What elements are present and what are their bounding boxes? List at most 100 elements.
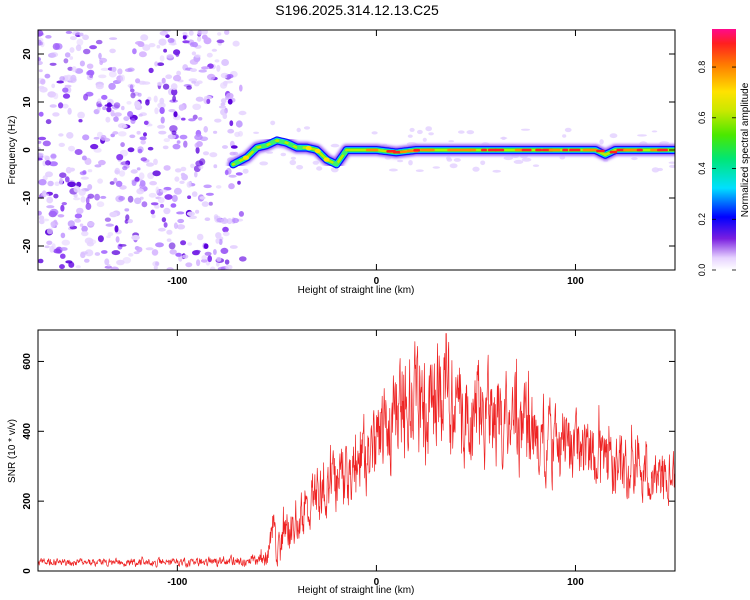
noise-blob [199, 196, 206, 200]
noise-blob [40, 78, 46, 85]
noise-blob [74, 68, 84, 74]
noise-blob [58, 133, 64, 137]
noise-blob [46, 227, 54, 235]
noise-blob [167, 37, 175, 44]
noise-blob [73, 197, 81, 201]
ridge-halo [280, 152, 287, 157]
noise-blob [147, 146, 154, 151]
noise-blob [97, 98, 102, 103]
noise-blob [58, 142, 65, 147]
ridge-halo [599, 139, 604, 145]
noise-blob [104, 217, 111, 222]
noise-blob [142, 44, 151, 51]
snr-y-tick-label: 400 [22, 423, 33, 440]
ridge-halo [417, 129, 423, 135]
noise-blob [142, 81, 151, 85]
noise-blob [159, 97, 165, 105]
noise-blob [124, 208, 130, 212]
noise-blob [65, 30, 73, 34]
snr-x-tick-label: 0 [374, 577, 380, 588]
noise-blob [40, 193, 50, 197]
snr-series-line [38, 333, 675, 568]
noise-blob [129, 84, 134, 90]
ridge-halo [296, 165, 304, 170]
noise-blob [39, 86, 48, 93]
noise-blob [196, 259, 201, 267]
noise-blob [153, 95, 158, 103]
colorbar-tick-label: 0.0 [697, 264, 707, 277]
noise-blob [127, 195, 134, 203]
noise-blob [166, 229, 173, 235]
noise-blob [53, 193, 59, 199]
noise-blob [220, 98, 227, 104]
noise-blob [57, 214, 65, 218]
noise-blob [137, 92, 142, 97]
noise-blob [98, 159, 106, 166]
noise-blob [202, 151, 210, 156]
noise-blob [111, 250, 121, 256]
ridge-halo [371, 131, 378, 135]
noise-blob [160, 116, 165, 124]
noise-blob [226, 218, 233, 225]
noise-blob [64, 84, 72, 88]
noise-blob [38, 30, 44, 37]
noise-blob [138, 172, 145, 180]
noise-blob [217, 266, 226, 270]
noise-blob [122, 257, 132, 264]
noise-blob [145, 247, 154, 251]
noise-blob [155, 242, 164, 248]
noise-blob [203, 184, 212, 189]
noise-blob [59, 76, 65, 82]
noise-blob [127, 219, 133, 224]
noise-blob [60, 204, 65, 212]
ridge-peak-blob [260, 143, 267, 149]
noise-blob [113, 102, 121, 109]
noise-blob [72, 31, 81, 36]
noise-blob [163, 165, 171, 171]
noise-blob [56, 80, 64, 84]
noise-blob [214, 215, 222, 223]
noise-blob [224, 30, 230, 35]
ridge-halo [409, 127, 415, 132]
noise-blob [222, 145, 228, 149]
noise-blob [222, 113, 228, 120]
colorbar: 0.0 0.2 0.4 0.6 0.8 Normalized spectral ampl… [697, 29, 750, 276]
noise-blob [227, 98, 233, 105]
noise-blob [130, 118, 136, 124]
noise-blob [190, 68, 197, 72]
noise-blob [149, 181, 158, 186]
noise-blob [215, 232, 222, 239]
noise-blob [182, 40, 190, 44]
noise-blob [93, 136, 100, 140]
noise-blob [197, 30, 203, 36]
ridge-peak-blob [323, 157, 330, 162]
noise-blob [134, 197, 142, 205]
noise-blob [100, 67, 110, 71]
noise-blob [53, 92, 59, 100]
noise-blob [90, 143, 99, 150]
noise-blob [38, 210, 42, 216]
noise-blob [203, 95, 212, 100]
noise-blob [228, 174, 237, 178]
noise-blob [238, 211, 244, 217]
ridge-halo [259, 161, 269, 166]
noise-blob [116, 154, 124, 161]
noise-blob [131, 180, 137, 186]
noise-blob [220, 247, 229, 254]
noise-blob [213, 164, 218, 169]
noise-blob [201, 30, 208, 35]
ridge-halo [668, 161, 675, 164]
noise-blob [201, 255, 207, 261]
noise-blob [159, 55, 165, 62]
noise-blob [70, 36, 77, 41]
noise-blob [162, 83, 170, 90]
noise-blob [154, 204, 160, 209]
ridge-peak-blob [243, 155, 249, 160]
noise-blob [38, 152, 44, 157]
noise-blob [194, 54, 201, 58]
ridge-halo [289, 159, 297, 166]
noise-blob [60, 232, 66, 239]
ridge-halo [408, 160, 413, 166]
noise-blob [146, 162, 154, 167]
